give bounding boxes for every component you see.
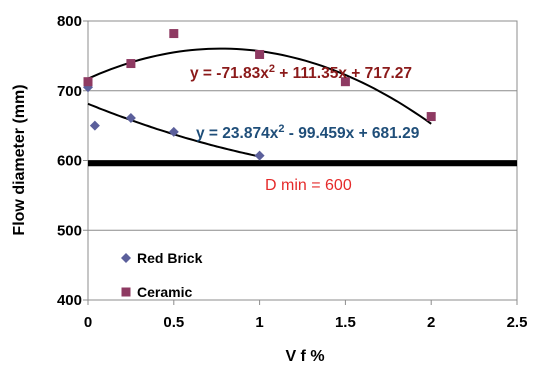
y-tick-label-800: 800 (57, 13, 82, 30)
trendline-ceramic (87, 47, 432, 125)
y-tick-label-700: 700 (57, 83, 82, 100)
x-tick-labels: 0 0.5 1 1.5 2 2.5 (84, 314, 528, 331)
ceramic-point-2 (169, 29, 179, 39)
red-brick-point-3 (168, 126, 179, 137)
red-brick-point-4 (254, 150, 265, 161)
y-tick-label-400: 400 (57, 292, 82, 309)
y-tick-labels: 400 500 600 700 800 (57, 13, 82, 309)
red-brick-point-1 (89, 120, 100, 131)
data-markers (83, 29, 436, 161)
y-tick-label-500: 500 (57, 222, 82, 239)
legend-marker-red-brick (121, 253, 131, 263)
ceramic-point-3 (255, 49, 265, 59)
x-tick-label-0: 0 (84, 314, 92, 331)
x-tick-label-0-5: 0.5 (163, 314, 184, 331)
y-axis-title: Flow diameter (mm) (11, 84, 28, 235)
ceramic-point-1 (126, 59, 136, 69)
ceramic-point-4 (340, 77, 350, 87)
legend-marker-ceramic (121, 287, 131, 297)
ceramic-point-0 (83, 77, 93, 87)
ceramic-trendline-equation: y = -71.83x2 + 111.35x + 717.27 (190, 63, 412, 82)
legend-label-ceramic: Ceramic (137, 284, 192, 300)
legend: Red Brick Ceramic (121, 250, 203, 300)
red-brick-point-2 (125, 112, 136, 123)
d-min-label: D min = 600 (265, 177, 352, 194)
x-axis-title: V f % (285, 348, 324, 365)
red-brick-trendline-equation: y = 23.874x2 - 99.459x + 681.29 (196, 123, 420, 142)
legend-label-red-brick: Red Brick (137, 250, 203, 266)
y-tick-label-600: 600 (57, 153, 82, 170)
ceramic-point-5 (426, 112, 436, 122)
x-tick-label-1-5: 1.5 (335, 314, 356, 331)
x-tick-label-1: 1 (255, 314, 263, 331)
x-tick-label-2: 2 (427, 314, 435, 331)
x-tick-label-2-5: 2.5 (507, 314, 528, 331)
